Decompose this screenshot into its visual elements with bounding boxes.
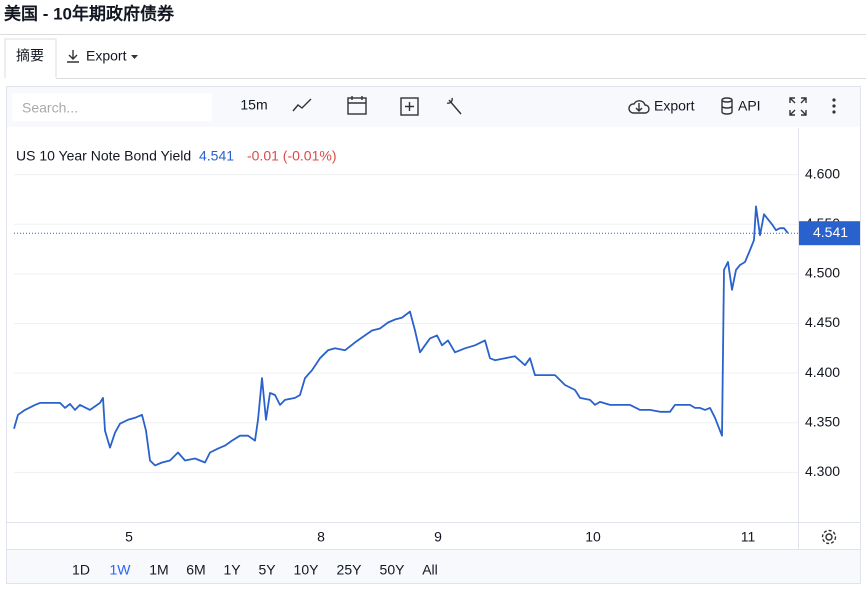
calendar-lines [348,96,366,104]
settings-wrench[interactable] [446,97,462,115]
export-label: Export [86,48,127,64]
y-tick-label: 4.500 [805,265,840,281]
gear-teeth [821,529,837,545]
cloud-icon [628,100,650,114]
tab[interactable]: 摘要 [4,38,57,78]
search-input[interactable] [12,93,212,121]
interval-button[interactable]: 15m [240,97,267,113]
gear-icon[interactable] [821,529,837,545]
chart-type-icon[interactable] [292,98,312,112]
plus-frame [400,97,419,116]
download-icon [67,50,79,63]
database-icon [721,97,733,115]
range-button[interactable]: 1M [149,562,168,578]
export-menu[interactable]: Export [67,48,138,64]
x-tick-label: 8 [317,529,325,545]
x-tick-label: 10 [585,529,601,545]
x-tick-label: 11 [741,529,756,545]
range-button[interactable]: 6M [186,562,205,578]
range-button[interactable]: 1W [110,562,132,578]
more-menu[interactable] [832,98,836,114]
tab-label: 摘要 [16,48,44,64]
legend-name: US 10 Year Note Bond Yield [16,148,191,164]
gear-hub [825,533,833,541]
y-tick-label: 4.300 [805,463,840,479]
y-tick-label: 4.350 [805,413,840,429]
range-button[interactable]: 1Y [223,562,241,578]
x-tick-label: 5 [125,529,133,545]
caret [131,55,138,59]
y-tick-label: 4.600 [805,165,840,181]
range-bar [7,549,860,583]
range-button[interactable]: 50Y [380,562,406,578]
range-button[interactable]: 5Y [258,562,276,578]
cloud-export[interactable]: Export [628,98,695,114]
fullscreen-icon[interactable] [789,97,807,116]
api-button[interactable]: API [721,97,761,115]
api-label: API [738,98,761,114]
range-button[interactable]: 10Y [294,562,320,578]
search-placeholder: Search... [22,100,78,116]
add-indicator-icon[interactable] [400,97,419,116]
calendar-icon[interactable] [347,96,367,115]
toolbar-export-label: Export [654,98,695,114]
y-tick-label: 4.400 [805,364,840,380]
chart-widget [6,86,861,584]
plus [405,102,414,111]
dot [832,110,836,114]
y-tick-label: 4.450 [805,314,840,330]
price-line [13,205,789,467]
dot [832,98,836,102]
tab-border [4,38,57,78]
last-price-box [799,221,860,246]
range-button[interactable]: 25Y [337,562,363,578]
legend-change: -0.01 (-0.01%) [247,148,336,164]
range-button[interactable]: All [422,562,438,578]
range-button[interactable]: 1D [72,562,90,578]
legend-last: 4.541 [199,148,234,164]
dot [832,104,836,108]
x-tick-label: 9 [434,529,442,545]
page-title: 美国 - 10年期政府债券 [4,3,175,23]
calendar-frame [347,97,367,115]
last-price-label: 4.541 [813,224,848,240]
